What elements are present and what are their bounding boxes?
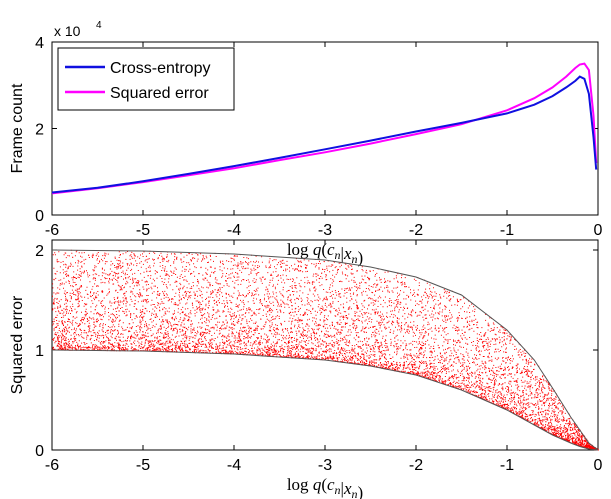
series-line-cross-entropy bbox=[51, 75, 598, 194]
plot2-x-tick-label: -6 bbox=[45, 457, 59, 474]
plot2-x-tick-label: -5 bbox=[136, 457, 150, 474]
plot1-x-tick-label: -1 bbox=[500, 222, 514, 239]
squared-error-plot: -6 -5 -4 -3 -2 -1 0 0 1 2 Squared error log q(cn|xn… bbox=[9, 239, 603, 499]
legend: Cross-entropy Squared error bbox=[57, 47, 235, 111]
plot2-x-tick-label: -2 bbox=[409, 457, 423, 474]
plot1-y-tick-label: 0 bbox=[35, 208, 44, 225]
plot2-y-tick-label: 2 bbox=[35, 243, 44, 260]
legend-entry: Cross-entropy bbox=[110, 60, 210, 77]
plot1-x-tick-label: -6 bbox=[45, 222, 59, 239]
legend-box bbox=[57, 47, 235, 111]
plot2-y-tick-label: 1 bbox=[35, 343, 44, 360]
plot2-x-axis-label: log q(cn|xn) bbox=[287, 475, 363, 499]
plot1-x-tick-label: -2 bbox=[409, 222, 423, 239]
scatter-points bbox=[52, 249, 599, 451]
scatter-point-set bbox=[52, 249, 599, 451]
plot1-exponent-label: x 10 bbox=[54, 23, 81, 39]
plot2-x-tick-label: 0 bbox=[594, 457, 603, 474]
plot1-y-axis-label: Frame count bbox=[9, 83, 26, 173]
plot1-y-tick-label: 2 bbox=[35, 122, 44, 139]
plot2-x-tick-label: -1 bbox=[500, 457, 514, 474]
legend-entry: Squared error bbox=[110, 85, 209, 102]
plot1-exponent-power: 4 bbox=[96, 20, 102, 31]
plot2-x-tick-label: -4 bbox=[227, 457, 241, 474]
plot1-y-tick-label: 4 bbox=[35, 35, 44, 52]
plot2-y-tick-label: 0 bbox=[35, 443, 44, 460]
plot1-x-tick-label: 0 bbox=[594, 222, 603, 239]
plot2-y-axis-label: Squared error bbox=[9, 295, 26, 394]
bound-line-lower bbox=[51, 349, 599, 451]
frame-count-plot: -6 -5 -4 -3 -2 -1 0 0 2 4 Frame count log q(cn|xn) x… bbox=[9, 20, 603, 267]
bound-line-upper bbox=[51, 249, 599, 451]
plot1-x-tick-label: -3 bbox=[318, 222, 332, 239]
plot1-x-tick-label: -4 bbox=[227, 222, 241, 239]
plot1-x-axis-label: log q(cn|xn) bbox=[287, 240, 363, 267]
plot1-x-tick-label: -5 bbox=[136, 222, 150, 239]
plot2-x-tick-label: -3 bbox=[318, 457, 332, 474]
